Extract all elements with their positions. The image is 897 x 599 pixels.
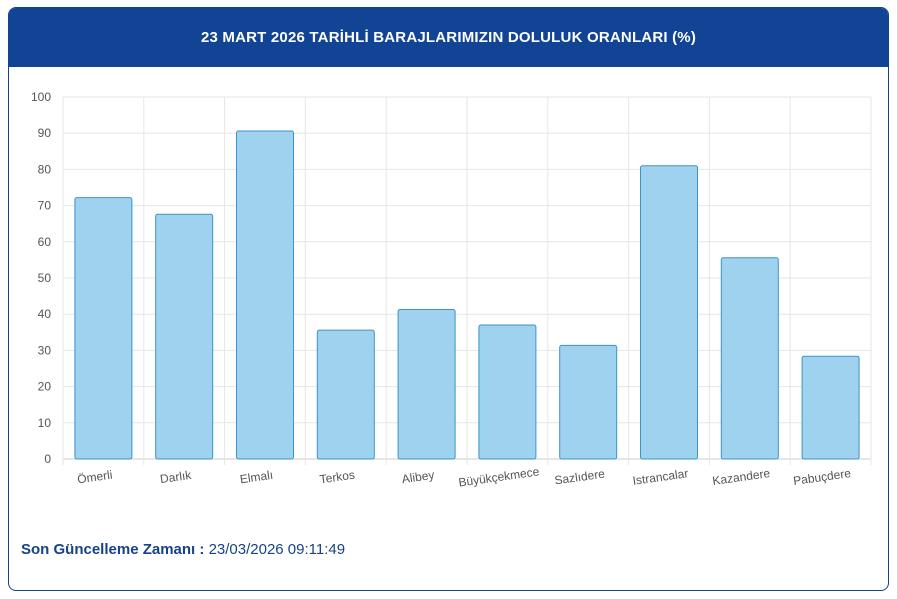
last-updated-label: Son Güncelleme Zamanı :: [21, 541, 205, 558]
x-axis-ticks: Ömerli Darlık Elmalı Terkos Alibey Büyükçekme…: [76, 464, 852, 489]
bar-Terkos[interactable]: [316, 329, 375, 460]
bar-Sazlıdere[interactable]: [559, 344, 618, 460]
bar-Alibey[interactable]: [397, 308, 456, 460]
y-tick-label: 30: [38, 343, 52, 357]
y-tick-label: 40: [38, 307, 52, 321]
bars: [74, 130, 860, 460]
bar-Büyükçekmece[interactable]: [478, 324, 537, 460]
x-tick-label: Terkos: [319, 468, 356, 487]
bar-Darlık[interactable]: [155, 213, 214, 460]
y-tick-label: 10: [38, 416, 52, 430]
bar-Pabuçdere[interactable]: [801, 355, 860, 460]
x-tick-label: Pabuçdere: [792, 466, 852, 488]
x-tick-label: Ömerli: [76, 468, 113, 487]
y-axis-ticks: 0 10 20 30 40 50 60 70 80 90 100: [31, 90, 51, 466]
bar-Ömerli[interactable]: [74, 197, 133, 460]
x-tick-label: Darlık: [159, 468, 193, 486]
y-tick-label: 20: [38, 380, 52, 394]
y-tick-label: 70: [38, 199, 52, 213]
x-tick-label: Alibey: [401, 468, 435, 486]
y-tick-label: 100: [31, 90, 51, 104]
chart-header: 23 MART 2026 TARİHLİ BARAJLARIMIZIN DOLU…: [9, 8, 888, 67]
last-updated-value: 23/03/2026 09:11:49: [208, 541, 346, 558]
x-tick-label: Kazandere: [712, 466, 772, 488]
y-tick-label: 0: [44, 452, 51, 466]
x-tick-label: Elmalı: [239, 468, 274, 487]
chart-title: 23 MART 2026 TARİHLİ BARAJLARIMIZIN DOLU…: [200, 29, 697, 46]
bar-Istrancalar[interactable]: [640, 165, 698, 460]
y-tick-label: 60: [38, 235, 52, 249]
y-tick-label: 90: [38, 126, 52, 140]
y-tick-label: 80: [38, 162, 52, 176]
last-updated: Son Güncelleme Zamanı : 23/03/2026 09:11…: [21, 541, 345, 558]
x-tick-label: Sazlıdere: [554, 467, 606, 488]
x-tick-label: Büyükçekmece: [458, 464, 541, 489]
bar-Kazandere[interactable]: [720, 257, 779, 460]
y-tick-label: 50: [38, 271, 52, 285]
x-tick-label: Istrancalar: [632, 466, 689, 488]
bar-Elmalı[interactable]: [236, 130, 294, 460]
